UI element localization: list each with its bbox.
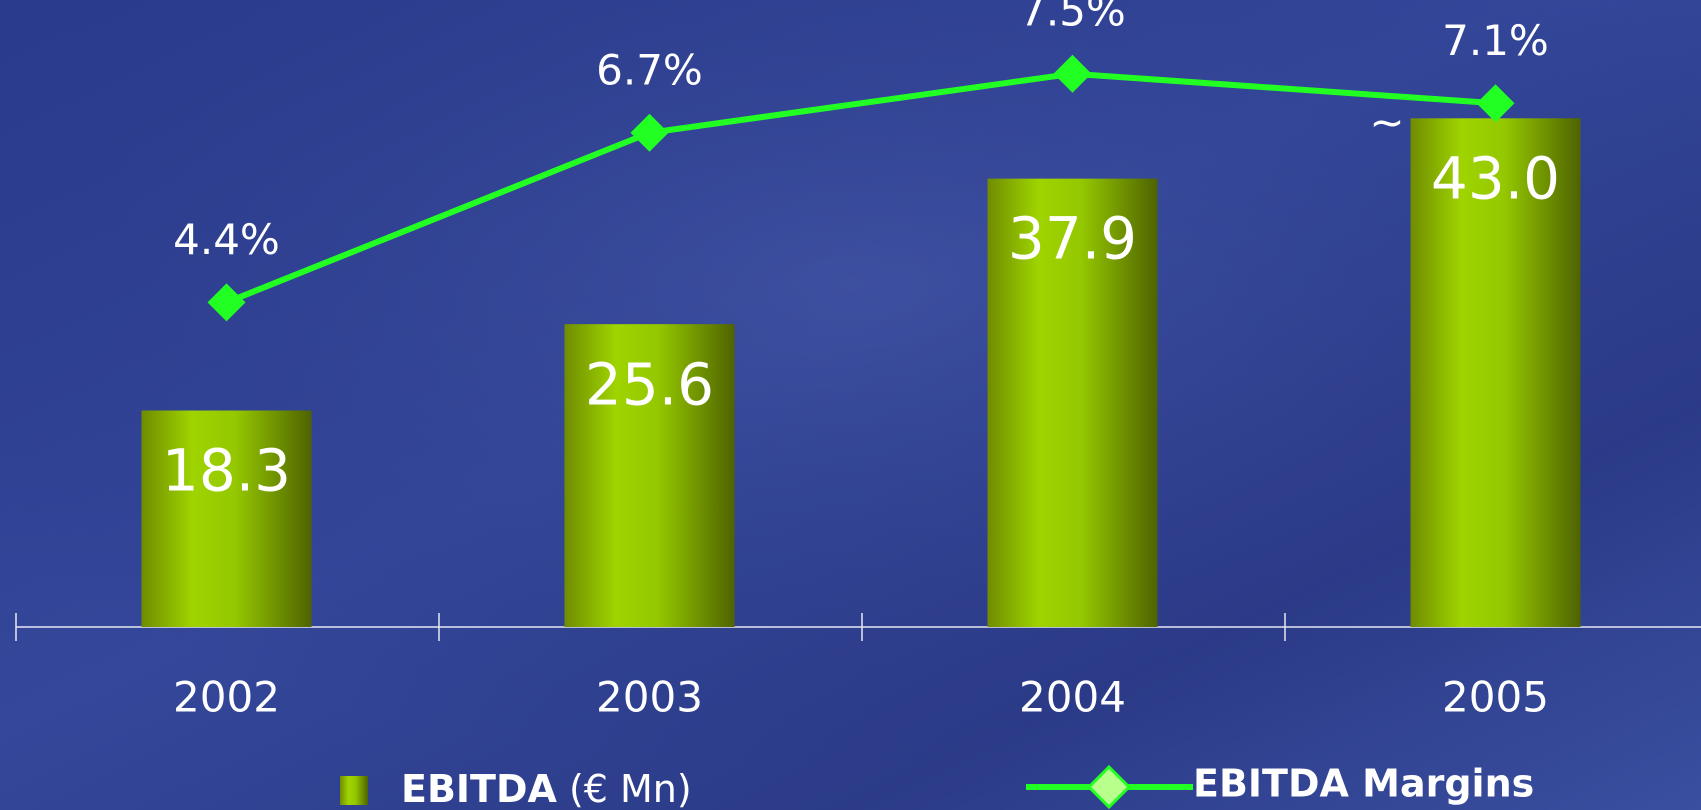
bar <box>141 410 312 627</box>
line-value-label: 7.5% <box>1019 0 1126 35</box>
x-tick-label: 2004 <box>1019 673 1126 722</box>
line-marker <box>1476 84 1515 123</box>
line-marker <box>1053 54 1092 93</box>
legend-marker <box>1086 764 1132 810</box>
bar <box>1410 118 1581 628</box>
bar <box>987 178 1158 627</box>
bar <box>564 324 735 627</box>
bar-value-label: 37.9 <box>1008 205 1137 273</box>
line <box>225 70 1496 306</box>
legend-swatch <box>340 776 368 805</box>
annotation: ~ <box>1369 98 1404 147</box>
legend-unit: (€ Mn) <box>569 767 692 810</box>
legend-name: EBITDA <box>401 767 558 810</box>
x-tick-label: 2005 <box>1442 673 1549 722</box>
line-marker <box>207 283 246 322</box>
legend-label: EBITDA Margins <box>1193 762 1534 806</box>
line-value-label: 7.1% <box>1442 16 1549 65</box>
bar-value-label: 43.0 <box>1431 144 1560 212</box>
legend-label: EBITDA (€ Mn) <box>401 767 692 810</box>
bar-value-label: 18.3 <box>162 437 291 505</box>
line-marker <box>630 113 669 152</box>
line-value-label: 6.7% <box>596 45 703 94</box>
line-value-label: 4.4% <box>173 215 280 264</box>
x-tick-label: 2003 <box>596 673 703 722</box>
x-tick-label: 2002 <box>173 673 280 722</box>
bar-value-label: 25.6 <box>585 350 714 418</box>
